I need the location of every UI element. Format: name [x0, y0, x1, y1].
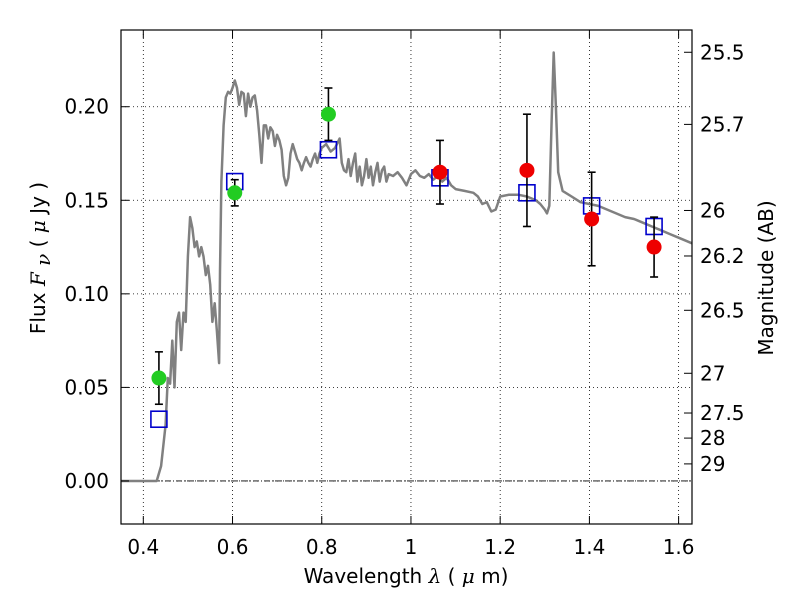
y-axis-unit-open: ( [26, 233, 50, 247]
y-axis-title: Flux F ν ( μ Jy ) [26, 182, 55, 334]
observed-point [151, 370, 167, 386]
observed-point [646, 239, 662, 255]
y-axis-symbol: F [26, 271, 50, 287]
markers [150, 87, 663, 429]
y-tick-label: 0.20 [64, 95, 109, 119]
x-axis-unit-rest: m) [481, 564, 508, 588]
x-tick-label: 0.6 [217, 535, 249, 559]
y-axis-prefix: Flux [26, 286, 50, 334]
model-point-square [319, 140, 338, 159]
observed-point [584, 211, 600, 227]
y2-tick-label: 25.5 [700, 40, 745, 64]
y2-tick-label: 29 [700, 452, 725, 476]
y-axis-unit-rest: Jy ) [26, 182, 50, 216]
model-point-square [150, 410, 168, 429]
y-tick-label: 0.05 [64, 375, 109, 399]
x-axis-prefix: Wavelength [304, 564, 429, 588]
model-spectrum [121, 51, 693, 483]
model-spectrum-line [121, 51, 693, 483]
y2-tick-label: 26.5 [700, 298, 745, 322]
x-tick-label: 0.4 [127, 535, 159, 559]
y2-tick-label: 26.2 [700, 244, 745, 268]
y2-tick-label: 26 [700, 198, 725, 222]
y2-axis-title: Magnitude (AB) [754, 200, 778, 355]
plot-frame [120, 29, 693, 525]
x-tick-label: 1.6 [663, 535, 695, 559]
x-axis-unit-open: ( [448, 564, 456, 588]
observed-point [432, 164, 448, 180]
grid [121, 30, 692, 524]
x-axis-symbol: λ [428, 564, 442, 588]
x-axis-unit-symbol: μ [462, 564, 475, 588]
observed-point [320, 106, 336, 122]
ticks: 0.4 0.6 0.8 1 1.2 1.4 1.6 0.00 0.05 0.10 0.15 0.20 2… [64, 30, 745, 559]
x-tick-label: 1.2 [484, 535, 516, 559]
y-tick-label: 0.10 [64, 282, 109, 306]
y2-tick-label: 28 [700, 426, 725, 450]
x-tick-label: 0.8 [306, 535, 338, 559]
y2-tick-label: 25.7 [700, 112, 745, 136]
observed-point [519, 162, 535, 178]
x-tick-label: 1 [405, 535, 418, 559]
y2-tick-label: 27.5 [700, 401, 745, 425]
y-axis-subscript: ν [31, 254, 55, 266]
y-tick-label: 0.15 [64, 188, 109, 212]
x-tick-label: 1.4 [573, 535, 605, 559]
x-axis-title: Wavelength λ ( μ m) [304, 564, 509, 588]
y-axis-unit-symbol: μ [26, 220, 50, 233]
observed-point [227, 185, 243, 201]
y2-tick-label: 27 [700, 361, 725, 385]
y-tick-label: 0.00 [64, 469, 109, 493]
